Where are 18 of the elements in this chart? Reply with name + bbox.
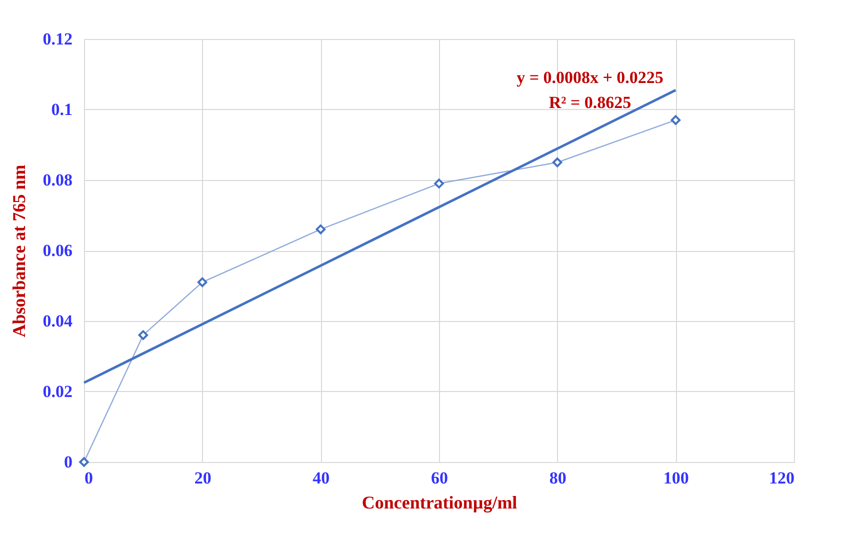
x-tick-label: 20	[194, 468, 212, 488]
x-tick-label: 80	[549, 468, 566, 488]
x-tick-label: 100	[663, 468, 689, 488]
y-tick-label: 0.06	[42, 241, 72, 260]
y-tick-label: 0.12	[42, 30, 72, 48]
x-tick-label: 0	[84, 468, 93, 488]
y-axis-title: Absorbance at 765 nm	[8, 164, 29, 338]
annotation: y = 0.0008x + 0.0225	[516, 68, 664, 87]
x-tick-label: 60	[431, 468, 448, 488]
y-tick-label: 0.04	[42, 312, 73, 330]
y-tick-label: 0.1	[51, 100, 72, 119]
y-tick-label: 0.08	[42, 170, 72, 190]
x-axis-title: Concentrationµg/ml	[362, 492, 518, 512]
y-tick-label: 0.02	[42, 382, 72, 401]
annotation: R² = 0.8625	[548, 93, 632, 112]
y-tick-label: 0	[64, 452, 72, 472]
x-tick-label: 120	[769, 468, 794, 488]
x-tick-label: 40	[312, 468, 330, 488]
